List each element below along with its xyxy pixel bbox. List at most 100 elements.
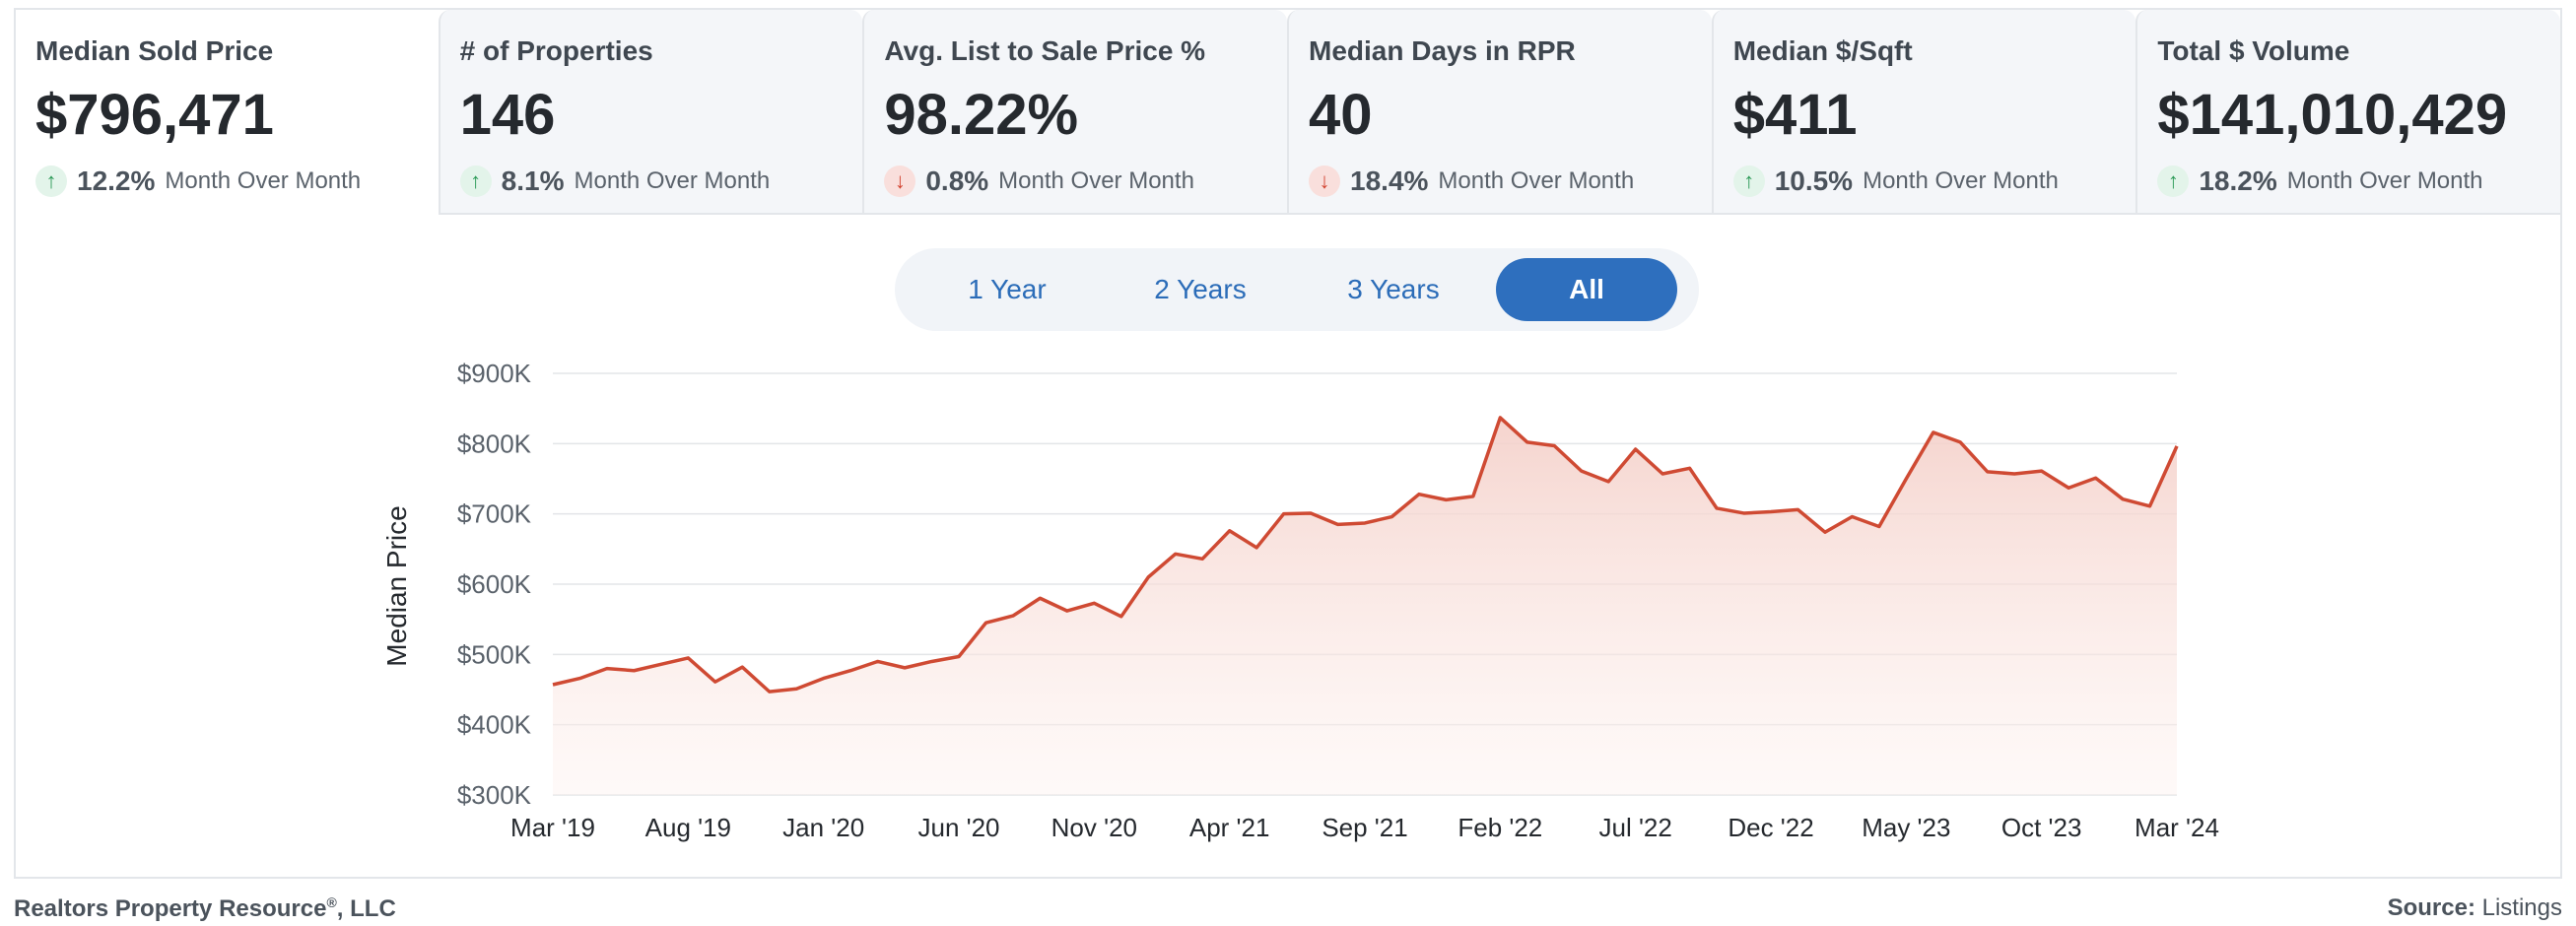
- range-2-years-button[interactable]: 2 Years: [1154, 274, 1247, 304]
- data-point[interactable]: [682, 652, 694, 664]
- data-point[interactable]: [1116, 611, 1127, 623]
- data-point[interactable]: [2008, 468, 2020, 480]
- data-point[interactable]: [1684, 462, 1696, 474]
- metric-value: 40: [1309, 83, 1373, 147]
- data-point[interactable]: [1928, 427, 1939, 438]
- metric-change: ↑ 8.1% Month Over Month: [459, 164, 863, 199]
- data-point[interactable]: [655, 658, 667, 670]
- change-percent: 12.2%: [77, 165, 156, 196]
- data-point[interactable]: [1386, 511, 1397, 523]
- data-point[interactable]: [926, 655, 938, 667]
- data-point[interactable]: [1602, 476, 1614, 488]
- data-point[interactable]: [953, 650, 965, 662]
- metric-tabs: Median Sold Price $796,471 ↑ 12.2% Month…: [16, 10, 2561, 215]
- data-point[interactable]: [1278, 508, 1290, 520]
- median-price-area: [553, 417, 2177, 795]
- data-point[interactable]: [1711, 502, 1723, 514]
- median-price-line: [552, 416, 2179, 694]
- data-point[interactable]: [2063, 482, 2074, 494]
- data-point[interactable]: [1630, 443, 1642, 455]
- data-point[interactable]: [2117, 494, 2129, 505]
- data-point[interactable]: [710, 676, 721, 688]
- data-point[interactable]: [1765, 506, 1777, 518]
- data-point[interactable]: [601, 663, 613, 675]
- data-point[interactable]: [1548, 439, 1560, 451]
- data-point[interactable]: [1467, 491, 1479, 502]
- data-point[interactable]: [1819, 526, 1831, 538]
- data-point[interactable]: [872, 655, 884, 667]
- data-point[interactable]: [1196, 553, 1208, 564]
- data-point[interactable]: [1522, 436, 1533, 448]
- data-point[interactable]: [2144, 500, 2156, 512]
- tab-median-sold-price[interactable]: Median Sold Price $796,471 ↑ 12.2% Month…: [16, 10, 439, 215]
- range-3-years-button[interactable]: 3 Years: [1347, 274, 1440, 304]
- company-name: Realtors Property Resource: [14, 895, 327, 922]
- x-tick-label: Mar '19: [510, 813, 595, 842]
- data-point[interactable]: [980, 617, 991, 628]
- data-point[interactable]: [628, 665, 640, 677]
- data-point[interactable]: [2171, 440, 2183, 452]
- tab-total-volume[interactable]: Total $ Volume $141,010,429 ↑ 18.2% Mont…: [2135, 10, 2561, 215]
- metric-title: Avg. List to Sale Price %: [884, 35, 1206, 66]
- data-point[interactable]: [764, 686, 776, 697]
- change-period: Month Over Month: [165, 167, 362, 194]
- data-point[interactable]: [1413, 489, 1425, 500]
- data-point[interactable]: [1332, 518, 1344, 530]
- data-point[interactable]: [1738, 507, 1750, 519]
- range-all-button[interactable]: All: [1496, 258, 1677, 321]
- data-point[interactable]: [547, 679, 559, 691]
- data-point[interactable]: [790, 683, 802, 694]
- tab-median-price-per-sqft[interactable]: Median $/Sqft $411 ↑ 10.5% Month Over Mo…: [1711, 10, 2136, 215]
- data-point[interactable]: [845, 665, 856, 677]
- tab-list-to-sale-price[interactable]: Avg. List to Sale Price % 98.22% ↓ 0.8% …: [862, 10, 1288, 215]
- change-period: Month Over Month: [1863, 167, 2059, 194]
- data-point[interactable]: [1251, 542, 1262, 554]
- data-point[interactable]: [1657, 468, 1668, 480]
- market-trends-panel: Median Sold Price $796,471 ↑ 12.2% Month…: [14, 8, 2562, 879]
- data-point[interactable]: [736, 661, 748, 673]
- data-point[interactable]: [1954, 436, 1966, 448]
- metric-value: $411: [1732, 83, 1858, 147]
- change-period: Month Over Month: [998, 167, 1194, 194]
- data-point[interactable]: [1061, 605, 1073, 617]
- tab-number-of-properties[interactable]: # of Properties 146 ↑ 8.1% Month Over Mo…: [438, 10, 863, 215]
- range-1-year-button[interactable]: 1 Year: [968, 274, 1047, 304]
- data-point[interactable]: [1576, 465, 1588, 477]
- data-point[interactable]: [1170, 548, 1182, 560]
- data-point[interactable]: [1846, 511, 1858, 523]
- data-point[interactable]: [1900, 473, 1912, 485]
- data-point[interactable]: [1982, 466, 1994, 478]
- data-point[interactable]: [1305, 507, 1317, 519]
- arrow-down-icon: ↓: [884, 165, 916, 197]
- data-point[interactable]: [2036, 465, 2048, 477]
- x-tick-label: Nov '20: [1051, 813, 1137, 842]
- x-tick-label: Jun '20: [917, 813, 999, 842]
- metric-change: ↑ 18.2% Month Over Month: [2157, 164, 2560, 199]
- y-tick-label: $900K: [457, 359, 532, 388]
- metric-change: ↓ 18.4% Month Over Month: [1309, 164, 1712, 199]
- data-point[interactable]: [1440, 494, 1452, 505]
- change-period: Month Over Month: [574, 167, 771, 194]
- x-tick-label: Mar '24: [2135, 813, 2219, 842]
- data-point[interactable]: [1224, 525, 1236, 537]
- data-point[interactable]: [1873, 521, 1885, 533]
- data-point[interactable]: [1494, 412, 1506, 424]
- data-point[interactable]: [1792, 503, 1803, 515]
- x-tick-label: Sep '21: [1322, 813, 1407, 842]
- tab-median-days-in-rpr[interactable]: Median Days in RPR 40 ↓ 18.4% Month Over…: [1287, 10, 1712, 215]
- metric-value: $796,471: [35, 83, 274, 147]
- data-point[interactable]: [1007, 610, 1019, 622]
- data-point[interactable]: [899, 662, 911, 674]
- data-point[interactable]: [1088, 597, 1100, 609]
- data-point[interactable]: [818, 673, 830, 685]
- data-point[interactable]: [1034, 592, 1046, 604]
- data-point[interactable]: [574, 673, 585, 685]
- data-point[interactable]: [1359, 517, 1371, 529]
- data-point[interactable]: [2090, 472, 2102, 484]
- footer-company: Realtors Property Resource®, LLC: [14, 894, 396, 923]
- x-tick-label: Feb '22: [1457, 813, 1542, 842]
- y-axis-ticks: $300K $400K $500K $600K $700K $800K $900K: [457, 359, 532, 810]
- y-tick-label: $600K: [457, 569, 532, 599]
- data-point[interactable]: [1142, 571, 1154, 583]
- metric-change: ↑ 10.5% Month Over Month: [1732, 164, 2136, 199]
